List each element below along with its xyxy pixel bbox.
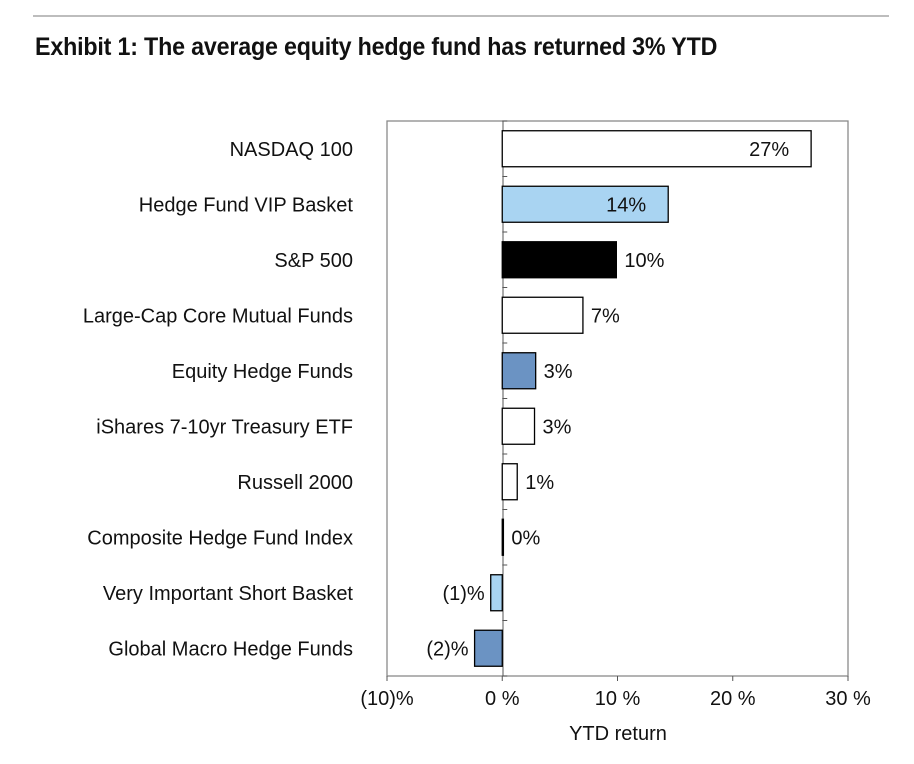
top-rule <box>33 15 889 17</box>
category-label: Hedge Fund VIP Basket <box>139 194 354 216</box>
category-label: Global Macro Hedge Funds <box>108 638 353 660</box>
bar <box>501 518 505 556</box>
category-label: Large-Cap Core Mutual Funds <box>83 305 353 327</box>
data-label: 0% <box>511 527 540 549</box>
x-tick-label: 30 % <box>825 688 871 710</box>
category-label: Composite Hedge Fund Index <box>87 527 353 549</box>
data-label: 3% <box>543 416 572 438</box>
data-label: 7% <box>591 305 620 327</box>
bar <box>501 130 812 168</box>
chart-title: Exhibit 1: The average equity hedge fund… <box>35 33 718 61</box>
category-label: NASDAQ 100 <box>230 139 353 161</box>
x-tick-label: 0 % <box>485 688 520 710</box>
category-label: Russell 2000 <box>237 472 353 494</box>
category-label: iShares 7-10yr Treasury ETF <box>96 416 353 438</box>
category-label: Very Important Short Basket <box>103 583 354 605</box>
x-tick-label: 20 % <box>710 688 756 710</box>
bar <box>501 241 617 279</box>
bar <box>490 574 503 612</box>
data-label: (1)% <box>442 583 484 605</box>
data-label: 27% <box>749 139 789 161</box>
bar <box>501 352 537 390</box>
data-label: 3% <box>544 361 573 383</box>
data-label: (2)% <box>426 638 468 660</box>
data-label: 1% <box>525 472 554 494</box>
bar <box>473 629 503 667</box>
bar <box>501 407 536 445</box>
bar <box>501 185 669 223</box>
bar <box>501 296 584 334</box>
x-tick-label: 10 % <box>595 688 641 710</box>
category-label: S&P 500 <box>274 250 353 272</box>
x-axis-label: YTD return <box>569 723 667 745</box>
x-tick-label: (10)% <box>360 688 414 710</box>
data-label: 14% <box>606 194 646 216</box>
category-label: Equity Hedge Funds <box>172 361 353 383</box>
data-label: 10% <box>624 250 664 272</box>
bar <box>501 463 518 501</box>
